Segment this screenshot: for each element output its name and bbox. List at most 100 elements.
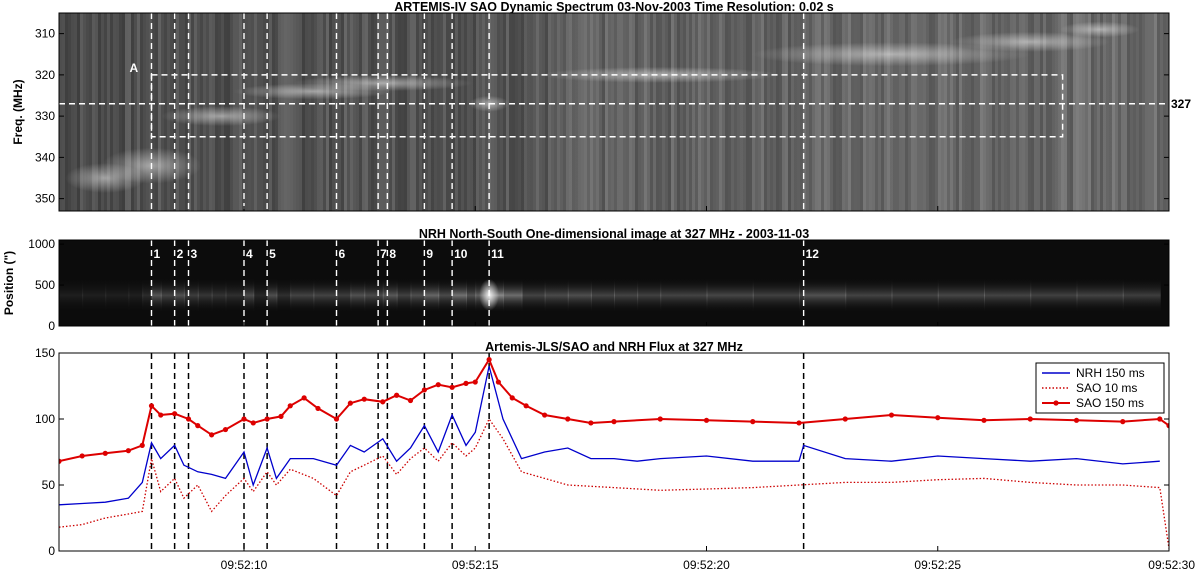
spectrum-y-ticks: 310 320 330 340 350 bbox=[35, 27, 1169, 206]
spectrum-texture-column bbox=[503, 13, 506, 211]
series-point-sao-150-ms bbox=[394, 392, 400, 398]
spectrum-texture-column bbox=[425, 13, 428, 211]
series-point-sao-150-ms bbox=[209, 432, 215, 438]
spectrum-texture-column bbox=[1064, 13, 1067, 211]
spectrum-texture-column bbox=[1130, 13, 1133, 211]
spectrum-texture-column bbox=[413, 13, 416, 211]
spectrum-texture-column bbox=[479, 13, 482, 211]
spectrum-texture-column bbox=[722, 13, 725, 211]
nrh-title: NRH North-South One-dimensional image at… bbox=[419, 227, 809, 241]
series-point-sao-150-ms bbox=[139, 442, 145, 448]
spectrum-texture-column bbox=[998, 13, 1001, 211]
nrh-y-tick-label: 0 bbox=[48, 319, 55, 333]
spectrum-texture-column bbox=[119, 13, 122, 211]
spectrum-texture-column bbox=[647, 13, 650, 211]
nrh-source-band bbox=[503, 276, 523, 314]
spectrum-texture-column bbox=[644, 13, 647, 211]
spectrum-texture-column bbox=[1007, 13, 1010, 211]
spectrum-texture-column bbox=[308, 13, 311, 211]
series-point-sao-150-ms bbox=[935, 415, 941, 421]
spectrum-texture-column bbox=[779, 13, 782, 211]
nrh-y-tick-label: 1000 bbox=[28, 237, 55, 251]
spectrum-texture-column bbox=[65, 13, 68, 211]
series-point-sao-150-ms bbox=[1027, 416, 1033, 422]
spectrum-texture-column bbox=[470, 13, 473, 211]
nrh-source-band bbox=[521, 276, 546, 314]
spectrum-texture-column bbox=[956, 13, 959, 211]
series-point-sao-150-ms bbox=[347, 400, 353, 406]
spectrum-texture-column bbox=[140, 13, 143, 211]
nrh-source-band bbox=[1030, 276, 1078, 314]
spectrum-texture-column bbox=[734, 13, 737, 211]
spectrum-texture-column bbox=[536, 13, 539, 211]
nrh-marker-label: 12 bbox=[806, 247, 820, 261]
spectrum-texture-column bbox=[473, 13, 476, 211]
spectrum-texture-column bbox=[362, 13, 365, 211]
spectrum-texture-column bbox=[557, 13, 560, 211]
spectrum-texture-column bbox=[149, 13, 152, 211]
spectrum-texture-column bbox=[353, 13, 356, 211]
spectrum-texture-column bbox=[773, 13, 776, 211]
spectrum-texture-column bbox=[719, 13, 722, 211]
series-point-sao-150-ms bbox=[380, 399, 386, 405]
spectrum-texture-column bbox=[512, 13, 515, 211]
spectrum-texture-column bbox=[74, 13, 77, 211]
spectrum-texture-column bbox=[1079, 13, 1082, 211]
spectrum-texture-column bbox=[740, 13, 743, 211]
spectrum-texture-column bbox=[329, 13, 332, 211]
spectrum-texture-column bbox=[1115, 13, 1118, 211]
flux-x-tick-label: 09:52:10 bbox=[221, 558, 268, 572]
spectrum-texture-column bbox=[914, 13, 917, 211]
spectrum-texture-column bbox=[935, 13, 938, 211]
spectrum-texture-column bbox=[641, 13, 644, 211]
spectrum-texture-column bbox=[1034, 13, 1037, 211]
nrh-source-band bbox=[637, 276, 662, 314]
spectrum-texture-column bbox=[1049, 13, 1052, 211]
spectrum-texture-column bbox=[638, 13, 641, 211]
spectrum-texture-column bbox=[713, 13, 716, 211]
flux-x-ticks: 09:52:10 09:52:15 09:52:20 09:52:25 09:52:30 bbox=[221, 206, 1195, 572]
series-point-sao-150-ms bbox=[361, 396, 367, 402]
spectrum-texture-column bbox=[1016, 13, 1019, 211]
nrh-source-band bbox=[267, 276, 278, 314]
series-point-sao-150-ms bbox=[148, 403, 155, 409]
nrh-ylabel: Position (") bbox=[2, 251, 16, 315]
nrh-source-band bbox=[313, 276, 338, 314]
spectrum-texture-column bbox=[92, 13, 95, 211]
spectrum-texture-column bbox=[485, 13, 488, 211]
spectrum-texture-column bbox=[560, 13, 563, 211]
spectrum-texture-column bbox=[800, 13, 803, 211]
spectrum-texture-column bbox=[875, 13, 878, 211]
spectrum-texture-column bbox=[506, 13, 509, 211]
spectrum-texture-column bbox=[446, 13, 449, 211]
spectrum-texture-column bbox=[377, 13, 380, 211]
spectrum-texture-column bbox=[443, 13, 446, 211]
spectrum-texture-column bbox=[1073, 13, 1076, 211]
flux-y-tick-label: 100 bbox=[35, 412, 55, 426]
spectrum-texture-column bbox=[929, 13, 932, 211]
flux-title: Artemis-JLS/SAO and NRH Flux at 327 MHz bbox=[485, 340, 743, 354]
series-point-sao-150-ms bbox=[435, 382, 441, 388]
spectrum-texture-column bbox=[899, 13, 902, 211]
spectrum-texture-column bbox=[98, 13, 101, 211]
spectrum-texture-column bbox=[746, 13, 749, 211]
spectrum-annotation-a: A bbox=[130, 61, 139, 75]
series-point-sao-150-ms bbox=[102, 450, 108, 456]
spectrum-texture-column bbox=[518, 13, 521, 211]
nrh-source-band bbox=[567, 276, 592, 314]
series-point-sao-150-ms bbox=[542, 412, 548, 418]
spectrum-y-tick-label: 320 bbox=[35, 68, 55, 82]
spectrum-texture-column bbox=[464, 13, 467, 211]
nrh-source-band bbox=[350, 276, 366, 314]
spectrum-texture-column bbox=[707, 13, 710, 211]
spectrum-texture-column bbox=[743, 13, 746, 211]
spectrum-texture-column bbox=[161, 13, 164, 211]
series-point-sao-150-ms bbox=[523, 403, 529, 409]
spectrum-texture-column bbox=[155, 13, 158, 211]
nrh-source-band bbox=[803, 276, 847, 314]
nrh-source-band bbox=[336, 276, 352, 314]
spectrum-texture-column bbox=[890, 13, 893, 211]
spectrum-texture-column bbox=[1043, 13, 1046, 211]
